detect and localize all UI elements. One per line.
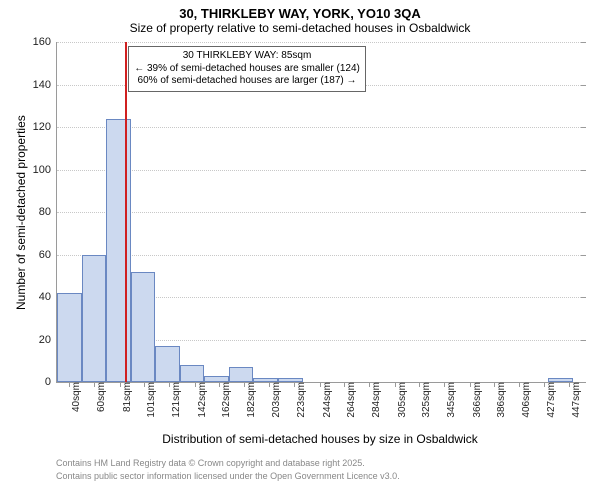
y-tick-mark — [581, 340, 586, 341]
y-tick-mark — [581, 212, 586, 213]
histogram-bar — [57, 293, 82, 382]
x-tick-label: 305sqm — [391, 382, 408, 418]
y-tick-mark — [581, 42, 586, 43]
annotation-smaller: ← 39% of semi-detached houses are smalle… — [134, 63, 360, 76]
plot-area: 02040608010012014016040sqm60sqm81sqm101s… — [56, 42, 585, 383]
gridline-h — [57, 127, 585, 128]
y-tick-mark — [581, 170, 586, 171]
histogram-bar — [180, 365, 205, 382]
gridline-h — [57, 212, 585, 213]
x-tick-label: 101sqm — [140, 382, 157, 418]
x-tick-label: 366sqm — [466, 382, 483, 418]
x-tick-label: 345sqm — [440, 382, 457, 418]
x-tick-label: 325sqm — [415, 382, 432, 418]
x-tick-label: 203sqm — [265, 382, 282, 418]
y-tick-mark — [581, 85, 586, 86]
x-tick-label: 284sqm — [365, 382, 382, 418]
y-tick-label: 160 — [33, 36, 51, 48]
x-tick-label: 386sqm — [490, 382, 507, 418]
histogram-bar — [82, 255, 107, 383]
chart-container: 30, THIRKLEBY WAY, YORK, YO10 3QA Size o… — [0, 0, 600, 500]
chart-title-line2: Size of property relative to semi-detach… — [0, 21, 600, 37]
x-axis-label: Distribution of semi-detached houses by … — [56, 432, 584, 446]
histogram-bar — [106, 119, 131, 383]
annotation-larger: 60% of semi-detached houses are larger (… — [134, 75, 360, 88]
x-tick-label: 223sqm — [290, 382, 307, 418]
x-tick-label: 427sqm — [540, 382, 557, 418]
x-tick-label: 162sqm — [215, 382, 232, 418]
x-tick-label: 121sqm — [165, 382, 182, 418]
x-tick-label: 264sqm — [340, 382, 357, 418]
y-axis-label: Number of semi-detached properties — [14, 115, 28, 310]
gridline-h — [57, 42, 585, 43]
annotation-box: 30 THIRKLEBY WAY: 85sqm← 39% of semi-det… — [128, 46, 366, 92]
x-tick-label: 406sqm — [515, 382, 532, 418]
footer-line1: Contains HM Land Registry data © Crown c… — [56, 458, 365, 468]
y-tick-label: 0 — [45, 376, 51, 388]
y-tick-mark — [581, 297, 586, 298]
footer-line2: Contains public sector information licen… — [56, 471, 400, 481]
y-tick-label: 80 — [39, 206, 51, 218]
y-tick-label: 100 — [33, 164, 51, 176]
annotation-title: 30 THIRKLEBY WAY: 85sqm — [134, 50, 360, 63]
histogram-bar — [131, 272, 156, 383]
x-tick-label: 60sqm — [90, 382, 107, 412]
y-tick-label: 60 — [39, 249, 51, 261]
x-tick-label: 182sqm — [240, 382, 257, 418]
x-tick-label: 142sqm — [191, 382, 208, 418]
property-marker-line — [125, 42, 127, 382]
y-tick-mark — [581, 127, 586, 128]
y-tick-label: 140 — [33, 79, 51, 91]
x-tick-label: 244sqm — [316, 382, 333, 418]
y-tick-label: 40 — [39, 291, 51, 303]
x-tick-label: 40sqm — [65, 382, 82, 412]
y-tick-label: 20 — [39, 334, 51, 346]
histogram-bar — [155, 346, 180, 382]
x-tick-label: 447sqm — [565, 382, 582, 418]
histogram-bar — [229, 367, 254, 382]
x-tick-label: 81sqm — [116, 382, 133, 412]
chart-title-line1: 30, THIRKLEBY WAY, YORK, YO10 3QA — [0, 0, 600, 21]
y-tick-label: 120 — [33, 121, 51, 133]
gridline-h — [57, 255, 585, 256]
gridline-h — [57, 170, 585, 171]
y-tick-mark — [581, 255, 586, 256]
